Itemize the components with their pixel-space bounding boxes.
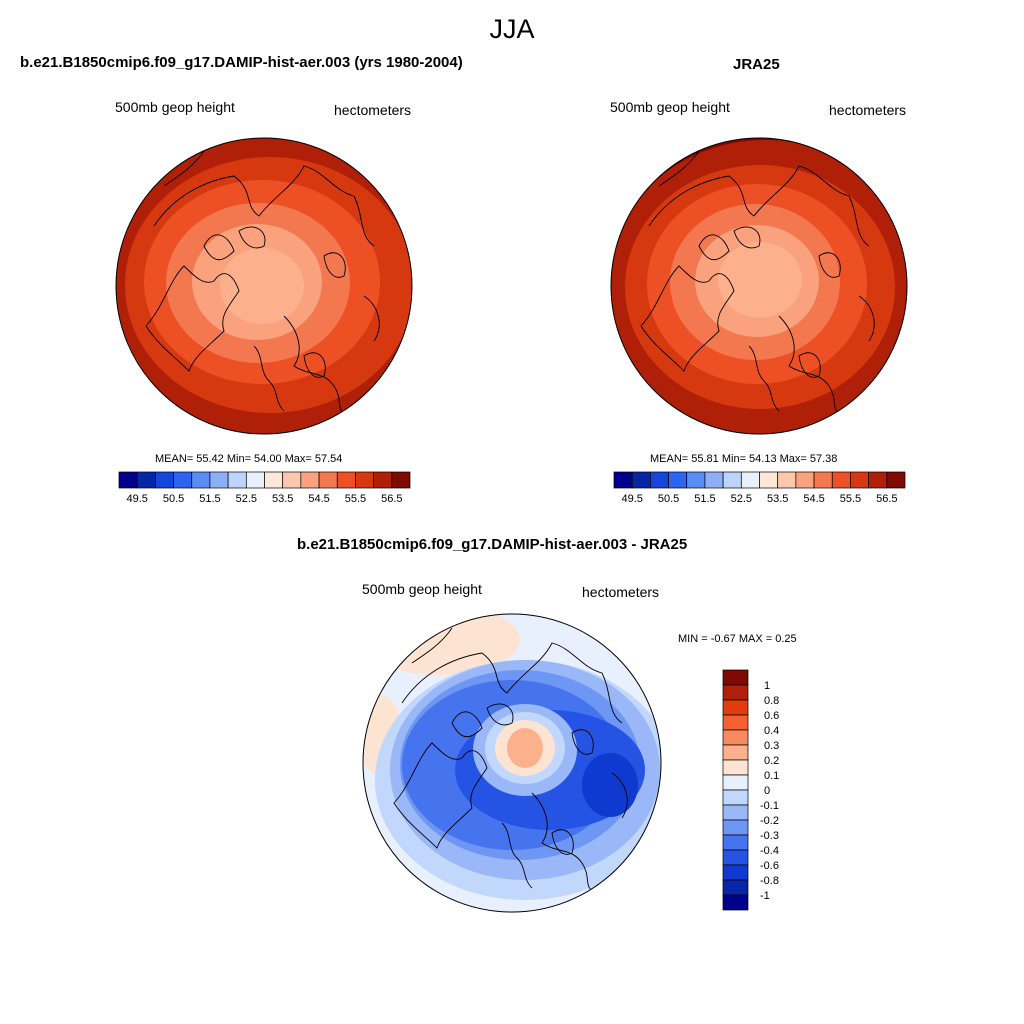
panel3-colorbar-tick-label: -0.8 [760, 875, 779, 887]
panel1-colorbar-tick-label: 49.5 [126, 493, 147, 505]
panel2-colorbar-swatch [722, 471, 742, 489]
panel1-colorbar-swatch [173, 471, 193, 489]
panel2-colorbar-swatch [886, 471, 906, 489]
panel2-colorbar-swatch [868, 471, 888, 489]
panel3-colorbar-swatch [722, 834, 749, 851]
panel2-colorbar-swatch [668, 471, 688, 489]
panel2-variable-label: 500mb geop height [610, 99, 730, 115]
panel3-colorbar-swatch [722, 729, 749, 746]
panel3-colorbar-swatch [722, 789, 749, 806]
figure-title: JJA [489, 14, 535, 44]
panel3-colorbar-swatch [722, 669, 749, 686]
panel1-colorbar-tick-label: 52.5 [236, 493, 257, 505]
panel1-colorbar-swatch [191, 471, 211, 489]
panel3-colorbar-swatch [722, 864, 749, 881]
panel1-colorbar-swatch [264, 471, 284, 489]
panel3-colorbar-tick-label: 1 [764, 680, 770, 692]
panel3-colorbar-tick-label: -0.1 [760, 800, 779, 812]
panel1-units-label: hectometers [334, 102, 412, 118]
panel3-stats: MIN = -0.67 MAX = 0.25 [678, 633, 797, 645]
panel3-colorbar-swatch [722, 759, 749, 776]
panel1-colorbar-swatch [282, 471, 302, 489]
panel3-colorbar-tick-label: -0.4 [760, 845, 779, 857]
panel3-colorbar-tick-label: 0.3 [764, 740, 779, 752]
panel2-colorbar: 49.5 50.5 51.5 52.5 53.5 54.5 55.5 56.5 [613, 471, 906, 505]
panel3-colorbar-tick-label: -0.6 [760, 860, 779, 872]
panel2-colorbar-swatch [740, 471, 760, 489]
panel2-title: JRA25 [733, 56, 780, 73]
panel1-colorbar: 49.5 50.5 51.5 52.5 53.5 54.5 55.5 56.5 [118, 471, 411, 505]
panel3-colorbar-tick-label: -1 [760, 890, 770, 902]
panel1-colorbar-swatch [336, 471, 356, 489]
panel1-colorbar-swatch [300, 471, 320, 489]
panel3-colorbar-tick-label: 0.4 [764, 725, 779, 737]
panel1-colorbar-tick-label: 56.5 [381, 493, 402, 505]
panel2-colorbar-swatch [759, 471, 779, 489]
panel3-colorbar-swatch [722, 849, 749, 866]
panel1-stats: MEAN= 55.42 Min= 54.00 Max= 57.54 [155, 453, 343, 465]
panel1-colorbar-swatch [373, 471, 393, 489]
panel1-title: b.e21.B1850cmip6.f09_g17.DAMIP-hist-aer.… [20, 54, 463, 71]
panel2-colorbar-swatch [850, 471, 869, 489]
panel1-variable-label: 500mb geop height [115, 99, 235, 115]
panel3-colorbar-swatch [722, 684, 749, 701]
panel2-map [610, 137, 908, 435]
panel3-colorbar-tick-label: 0.6 [764, 710, 779, 722]
panel2-colorbar-tick-label: 53.5 [767, 493, 788, 505]
panel2-colorbar-tick-label: 52.5 [731, 493, 752, 505]
panel3-title: b.e21.B1850cmip6.f09_g17.DAMIP-hist-aer.… [297, 536, 688, 553]
panel1-colorbar-swatch [318, 471, 338, 489]
panel1-colorbar-tick-label: 55.5 [345, 493, 366, 505]
panel2-units-label: hectometers [829, 102, 907, 118]
panel1-colorbar-tick-label: 50.5 [163, 493, 184, 505]
panel1-colorbar-swatch [227, 471, 247, 489]
panel2-colorbar-swatch [813, 471, 833, 489]
panel2-colorbar-swatch [631, 471, 651, 489]
panel2-colorbar-swatch [831, 471, 851, 489]
panel2-colorbar-swatch [795, 471, 815, 489]
panel3-colorbar-swatch [722, 699, 749, 716]
panel2-colorbar-tick-label: 50.5 [658, 493, 679, 505]
panel1-colorbar-swatch [245, 471, 265, 489]
panel1-colorbar-swatch [391, 471, 411, 489]
panel2-colorbar-tick-label: 54.5 [803, 493, 824, 505]
panel3-colorbar-tick-label: -0.2 [760, 815, 779, 827]
panel1-colorbar-tick-label: 54.5 [308, 493, 329, 505]
panel2-colorbar-swatch [686, 471, 706, 489]
panel3-colorbar-tick-label: -0.3 [760, 830, 779, 842]
panel2-colorbar-tick-label: 49.5 [621, 493, 642, 505]
panel3-colorbar-tick-label: 0.2 [764, 755, 779, 767]
panel2-colorbar-swatch [650, 471, 669, 489]
panel3-colorbar-swatch [722, 714, 749, 731]
panel3-units-label: hectometers [582, 584, 660, 600]
panel2-colorbar-swatch [613, 471, 633, 489]
panel3-colorbar-swatch [722, 879, 749, 896]
panel3-colorbar-tick-label: 0.8 [764, 695, 779, 707]
panel1-colorbar-swatch [155, 471, 174, 489]
panel3-colorbar-swatch [722, 819, 749, 836]
panel3-map [362, 613, 662, 913]
panel3-colorbar-swatch [722, 804, 749, 821]
panel1-colorbar-tick-label: 53.5 [272, 493, 293, 505]
panel2-colorbar-swatch [704, 471, 724, 489]
panel1-colorbar-swatch [118, 471, 138, 489]
panel2-colorbar-swatch [777, 471, 797, 489]
panel2-colorbar-tick-label: 55.5 [840, 493, 861, 505]
panel2-stats: MEAN= 55.81 Min= 54.13 Max= 57.38 [650, 453, 838, 465]
panel1-colorbar-swatch [209, 471, 229, 489]
panel1-map [115, 137, 413, 435]
panel2-colorbar-tick-label: 56.5 [876, 493, 897, 505]
panel3-colorbar-tick-label: 0.1 [764, 770, 779, 782]
panel3-variable-label: 500mb geop height [362, 581, 482, 597]
panel3-colorbar: 1 0.8 0.6 0.4 0.3 0.2 0.1 0 -0.1 -0.2 -0.3 -0.4 -0.6… [722, 669, 779, 911]
panel3-colorbar-swatch [722, 774, 749, 791]
panel3-colorbar-swatch [722, 744, 749, 761]
panel2-colorbar-tick-label: 51.5 [694, 493, 715, 505]
panel3-colorbar-swatch [722, 894, 749, 911]
panel1-colorbar-swatch [355, 471, 374, 489]
panel3-colorbar-tick-label: 0 [764, 785, 770, 797]
panel1-colorbar-swatch [136, 471, 156, 489]
panel1-colorbar-tick-label: 51.5 [199, 493, 220, 505]
